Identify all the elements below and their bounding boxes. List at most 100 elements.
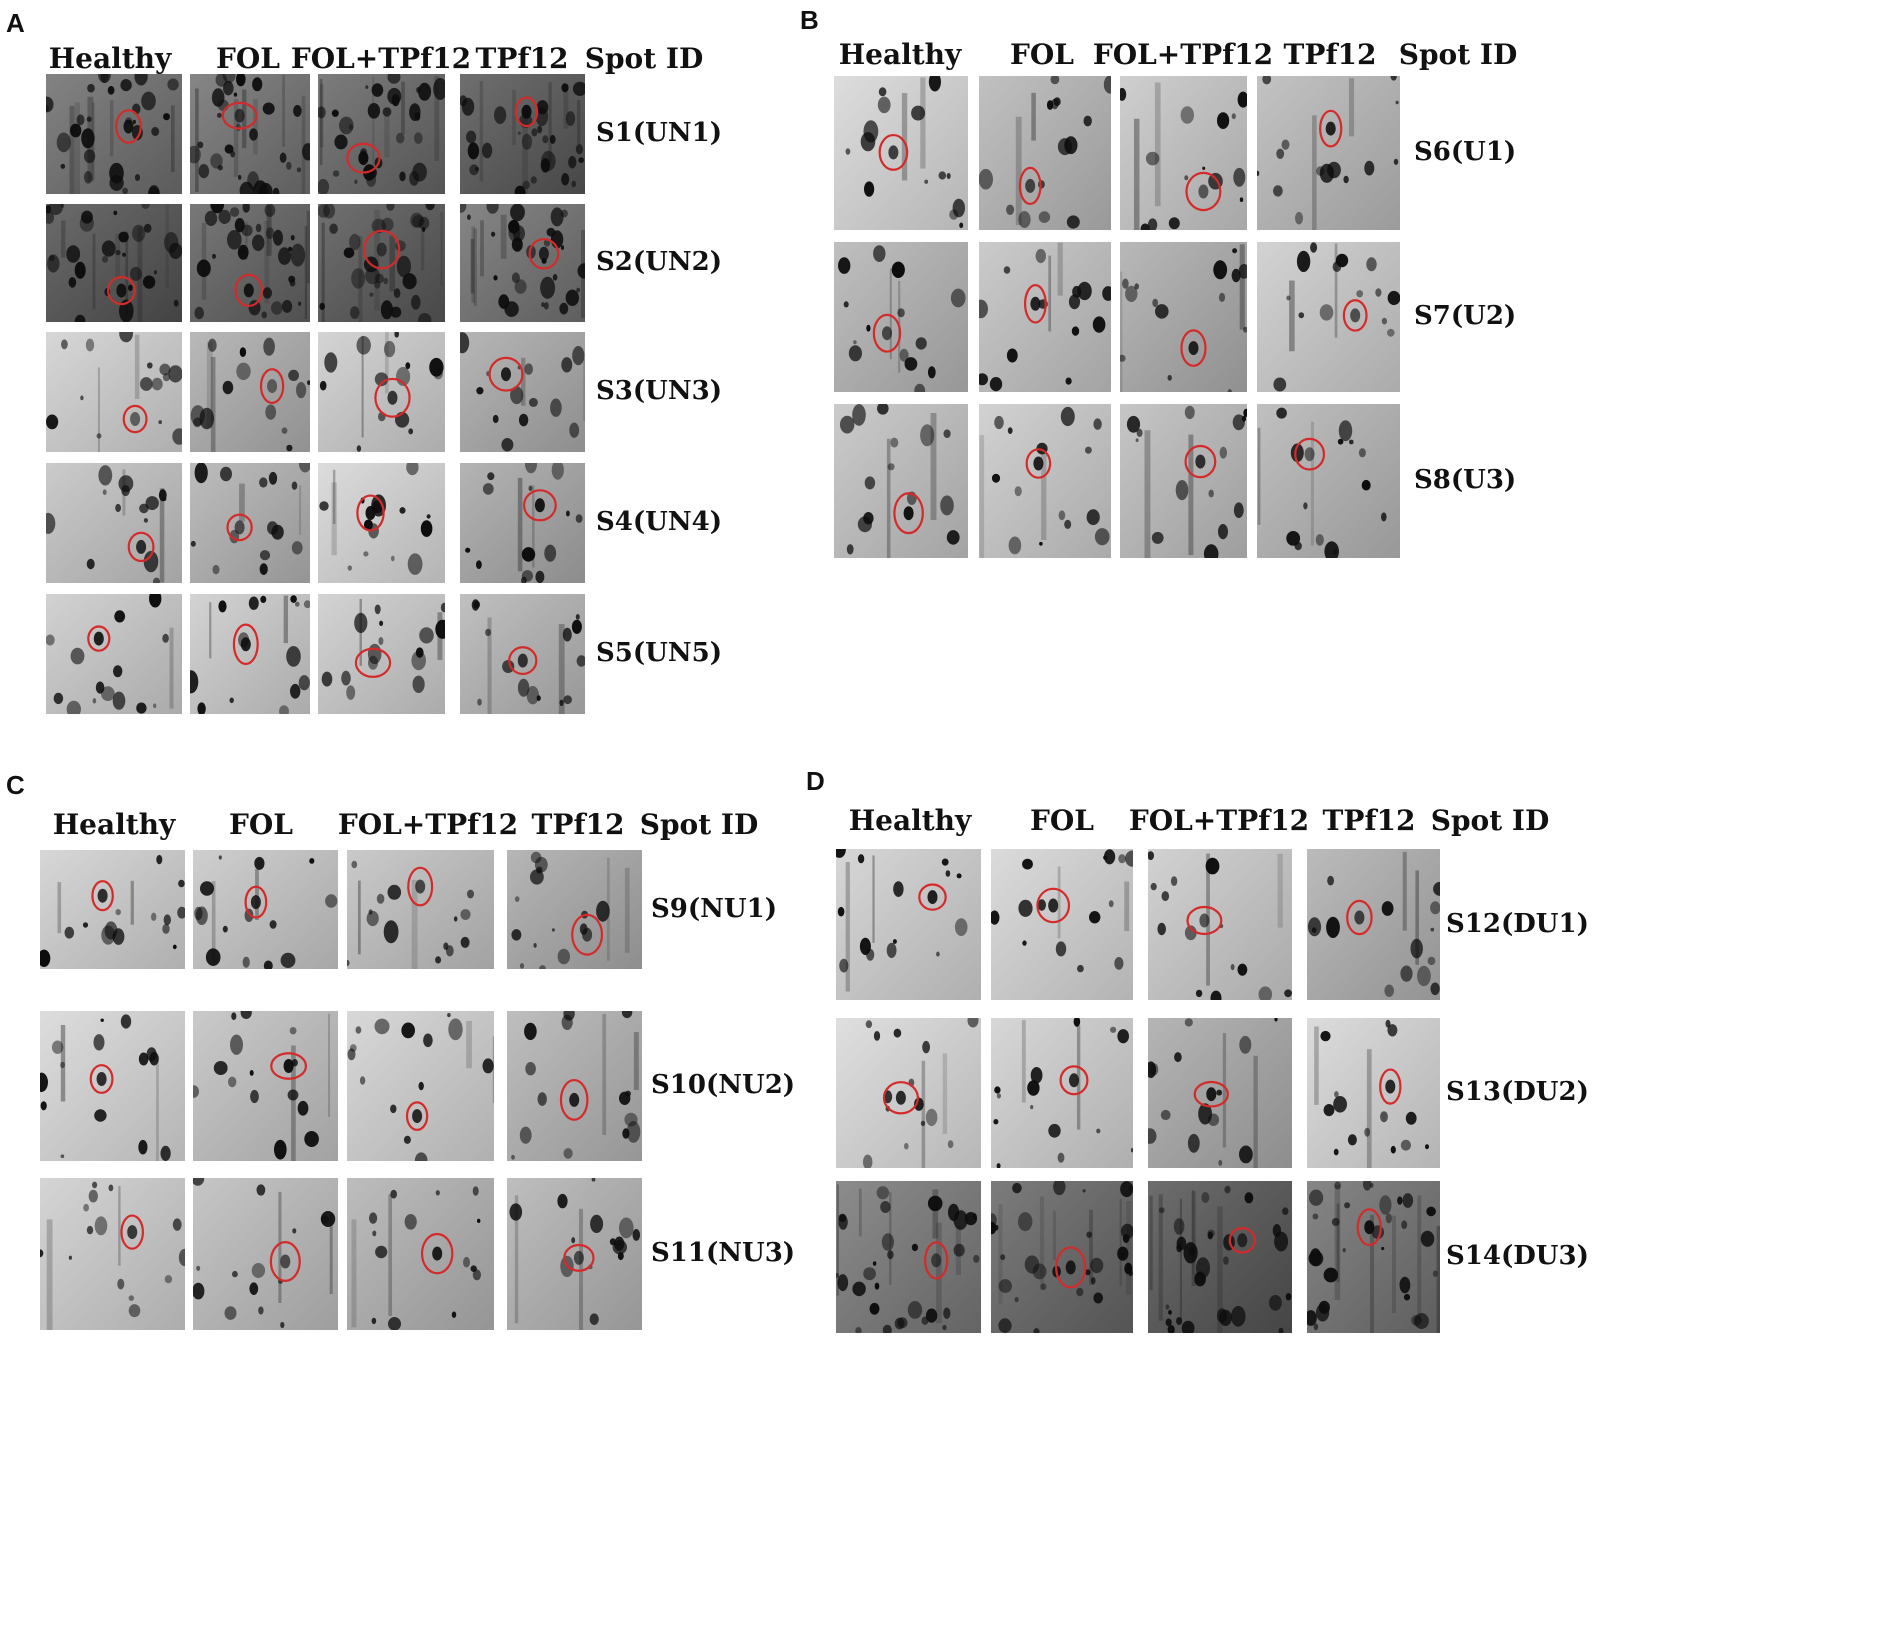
highlight-circle — [1319, 109, 1343, 148]
gel-image — [46, 204, 182, 322]
gel-image — [318, 74, 445, 194]
highlight-circle — [1023, 284, 1047, 324]
highlight-circle — [528, 238, 560, 270]
gel-image — [507, 1011, 642, 1161]
gel-image — [991, 849, 1133, 1000]
spot-id-label: S11(NU3) — [651, 1238, 796, 1268]
spot-id-header: Spot ID — [639, 808, 759, 841]
highlight-circle — [89, 1064, 114, 1094]
gel-image — [836, 849, 981, 1000]
spot-id-label: S2(UN2) — [596, 247, 723, 277]
highlight-circle — [420, 1232, 454, 1275]
highlight-circle — [924, 1241, 949, 1280]
column-header: FOL+TPf12 — [337, 808, 519, 841]
gel-image — [460, 463, 585, 583]
column-header: TPf12 — [475, 42, 569, 75]
gel-image — [507, 850, 642, 969]
gel-image — [1257, 76, 1400, 230]
highlight-circle — [244, 885, 268, 919]
highlight-circle — [115, 109, 142, 144]
highlight-circle — [234, 273, 264, 307]
gel-image — [40, 850, 185, 969]
highlight-circle — [1294, 437, 1326, 471]
column-header: FOL — [1010, 38, 1074, 71]
highlight-circle — [878, 133, 909, 171]
spot-id-label: S1(UN1) — [596, 118, 723, 148]
column-header: TPf12 — [531, 808, 625, 841]
highlight-circle — [87, 625, 111, 652]
highlight-circle — [269, 1241, 301, 1282]
gel-image — [193, 1178, 338, 1330]
column-header: TPf12 — [1322, 804, 1416, 837]
gel-image — [347, 1178, 494, 1330]
column-header: FOL — [229, 808, 293, 841]
spot-id-header: Spot ID — [1430, 804, 1550, 837]
gel-image — [318, 332, 445, 452]
gel-image — [190, 74, 310, 194]
gel-image — [460, 74, 585, 194]
gel-image — [190, 463, 310, 583]
spot-id-label: S3(UN3) — [596, 376, 723, 406]
gel-image — [979, 404, 1111, 558]
gel-image — [1307, 1181, 1440, 1333]
spot-id-label: S8(U3) — [1414, 465, 1517, 495]
column-header: Healthy — [48, 42, 172, 75]
highlight-circle — [563, 1243, 595, 1272]
gel-image — [1148, 1181, 1292, 1333]
column-header: Healthy — [838, 38, 962, 71]
panel-label: A — [6, 8, 25, 38]
highlight-circle — [1185, 171, 1222, 212]
highlight-circle — [1193, 1080, 1229, 1108]
gel-image — [507, 1178, 642, 1330]
highlight-circle — [522, 489, 557, 522]
gel-image — [979, 242, 1111, 392]
gel-image — [460, 204, 585, 322]
gel-image — [834, 242, 968, 392]
gel-image — [46, 463, 182, 583]
gel-image — [991, 1181, 1133, 1333]
gel-image — [318, 463, 445, 583]
highlight-circle — [508, 646, 538, 676]
gel-image — [836, 1018, 981, 1168]
column-header: FOL — [1030, 804, 1094, 837]
spot-id-label: S13(DU2) — [1446, 1077, 1589, 1107]
highlight-circle — [1342, 299, 1368, 332]
highlight-circle — [1180, 329, 1207, 367]
highlight-circle — [91, 880, 114, 912]
highlight-circle — [1356, 1208, 1382, 1247]
highlight-circle — [107, 275, 136, 306]
gel-image — [1148, 1018, 1292, 1168]
column-header: Healthy — [848, 804, 972, 837]
highlight-circle — [270, 1052, 308, 1080]
column-header: FOL — [216, 42, 280, 75]
gel-image — [991, 1018, 1133, 1168]
highlight-circle — [1036, 887, 1071, 924]
highlight-circle — [1346, 899, 1373, 936]
highlight-circle — [1184, 444, 1217, 479]
column-header: TPf12 — [1283, 38, 1377, 71]
highlight-circle — [1025, 448, 1052, 479]
highlight-circle — [488, 356, 524, 392]
gel-image — [1307, 1018, 1440, 1168]
gel-image — [40, 1011, 185, 1161]
highlight-circle — [514, 96, 539, 128]
highlight-circle — [120, 1214, 145, 1250]
column-header: FOL+TPf12 — [290, 42, 472, 75]
spot-id-label: S4(UN4) — [596, 507, 723, 537]
gel-image — [347, 1011, 494, 1161]
spot-id-label: S5(UN5) — [596, 638, 723, 668]
highlight-circle — [1379, 1068, 1402, 1105]
spot-id-header: Spot ID — [584, 42, 704, 75]
gel-image — [1120, 242, 1247, 392]
gel-image — [318, 594, 445, 714]
panel-label: D — [806, 766, 825, 796]
column-header: FOL+TPf12 — [1128, 804, 1310, 837]
highlight-circle — [872, 313, 902, 353]
gel-image — [46, 332, 182, 452]
highlight-circle — [346, 142, 381, 174]
gel-image — [193, 1011, 338, 1161]
spot-id-header: Spot ID — [1398, 38, 1518, 71]
highlight-circle — [1228, 1227, 1256, 1254]
gel-image — [318, 204, 445, 322]
spot-id-label: S14(DU3) — [1446, 1241, 1589, 1271]
